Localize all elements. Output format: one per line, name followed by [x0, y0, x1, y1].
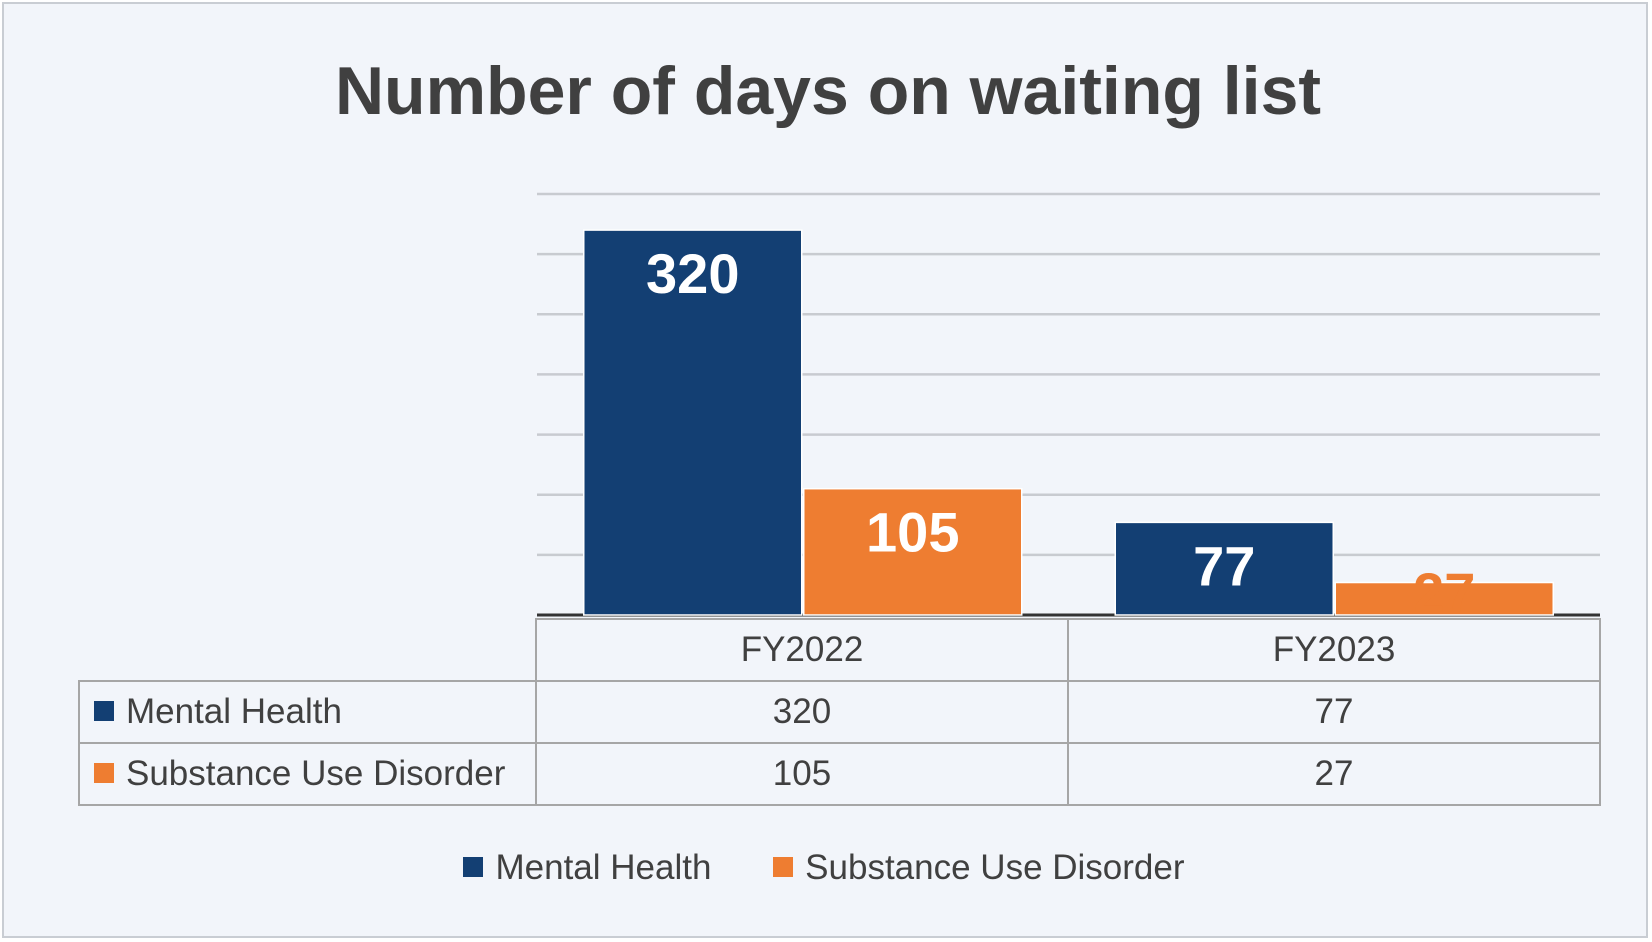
table-series-label: Mental Health	[126, 692, 342, 731]
legend-item-substance-use-disorder: Substance Use Disorder	[773, 848, 1185, 888]
table-cell: 27	[1067, 742, 1601, 806]
data-table: FY2022 FY2023 Mental Health 320 77 Subst…	[78, 618, 1601, 806]
table-series-substance-use-disorder: Substance Use Disorder	[78, 742, 537, 806]
bar	[803, 487, 1023, 616]
table-row: Mental Health 320 77	[78, 680, 1601, 744]
legend-label: Substance Use Disorder	[805, 848, 1185, 887]
mental-health-swatch-icon	[94, 700, 114, 721]
bar	[583, 229, 803, 616]
legend: Mental Health Substance Use Disorder	[0, 848, 1648, 888]
legend-label: Mental Health	[495, 848, 712, 887]
table-row: Substance Use Disorder 105 27	[78, 742, 1601, 806]
data-label: 105	[866, 501, 959, 564]
legend-item-mental-health: Mental Health	[463, 848, 711, 888]
table-series-mental-health: Mental Health	[78, 680, 537, 744]
table-cell: 105	[535, 742, 1069, 806]
legend-swatch-icon	[773, 856, 794, 877]
chart-title: Number of days on waiting list	[334, 53, 1322, 129]
data-label: 320	[646, 242, 739, 305]
table-header-row: FY2022 FY2023	[79, 618, 1601, 682]
table-corner-cell	[79, 619, 537, 682]
table-cell: 77	[1067, 680, 1601, 744]
legend-swatch-icon	[463, 856, 484, 877]
data-label: 27	[1413, 561, 1475, 624]
bar	[1334, 581, 1554, 616]
bar	[1114, 521, 1334, 616]
table-cell: 320	[535, 680, 1069, 744]
table-header-fy2022: FY2022	[535, 618, 1069, 682]
data-label: 77	[1193, 534, 1255, 597]
substance-use-swatch-icon	[94, 762, 114, 783]
table-series-label: Substance Use Disorder	[126, 754, 506, 793]
table-header-fy2023: FY2023	[1067, 618, 1601, 682]
